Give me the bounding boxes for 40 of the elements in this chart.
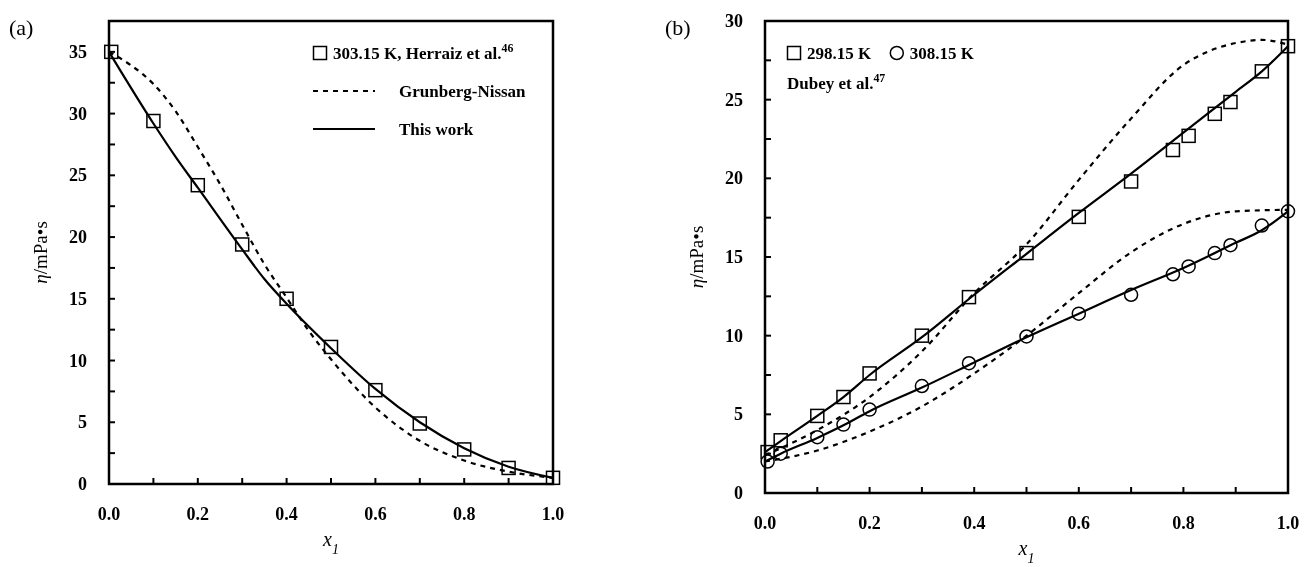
x-tick-label: 0.2 bbox=[858, 513, 881, 533]
x-tick-label: 0.8 bbox=[452, 504, 476, 524]
y-tick-label: 30 bbox=[725, 11, 743, 31]
x-tick-label: 0.2 bbox=[186, 504, 210, 524]
annotation: Dubey et al.$^{47}$ bbox=[787, 71, 886, 93]
y-tick-label: 0 bbox=[78, 474, 87, 494]
chart-title: (a) bbox=[9, 15, 34, 40]
x-tick-label: 0.8 bbox=[1172, 513, 1195, 533]
y-tick-label: 0 bbox=[734, 483, 743, 503]
y-tick-label: 5 bbox=[78, 412, 87, 433]
y-tick-label: 5 bbox=[734, 404, 743, 425]
legend-label: 308.15 K bbox=[909, 44, 975, 63]
y-tick-label: 15 bbox=[69, 288, 87, 309]
y-tick-label: 30 bbox=[69, 103, 87, 124]
x-tick-label: 0.0 bbox=[97, 504, 121, 524]
y-tick-label: 20 bbox=[69, 227, 87, 248]
y-tick-label: 20 bbox=[725, 168, 743, 189]
y-tick-label: 10 bbox=[69, 350, 87, 371]
y-tick-label: 10 bbox=[725, 325, 743, 346]
y-tick-label: 25 bbox=[69, 165, 87, 186]
x-tick-label: 0.0 bbox=[753, 513, 777, 533]
x-axis-title: x$_{1}$ bbox=[1017, 537, 1035, 566]
y-tick-label: 35 bbox=[69, 41, 87, 62]
x-tick-label: 1.0 bbox=[1276, 513, 1300, 533]
point bbox=[1123, 174, 1139, 189]
y-tick-label: 25 bbox=[725, 89, 743, 110]
legend-label: Grunberg-Nissan bbox=[399, 82, 527, 101]
legend-label: This work bbox=[399, 120, 474, 139]
x-tick-label: 0.6 bbox=[364, 504, 387, 524]
x-tick-label: 0.4 bbox=[962, 513, 986, 533]
chart-title: (b) bbox=[665, 15, 691, 40]
x-tick-label: 0.4 bbox=[275, 504, 298, 524]
x-axis-title: x$_{1}$ bbox=[322, 528, 339, 557]
y-axis-title: η/mPa•s bbox=[30, 221, 51, 284]
y-axis-title: η/mPa•s bbox=[686, 225, 707, 289]
x-tick-label: 1.0 bbox=[541, 504, 565, 524]
legend-label: 303.15 K, Herraiz et al.$^{46}$ bbox=[333, 41, 514, 63]
x-tick-label: 0.6 bbox=[1067, 513, 1091, 533]
y-tick-label: 15 bbox=[725, 247, 743, 267]
legend-label: 298.15 K bbox=[807, 44, 872, 63]
